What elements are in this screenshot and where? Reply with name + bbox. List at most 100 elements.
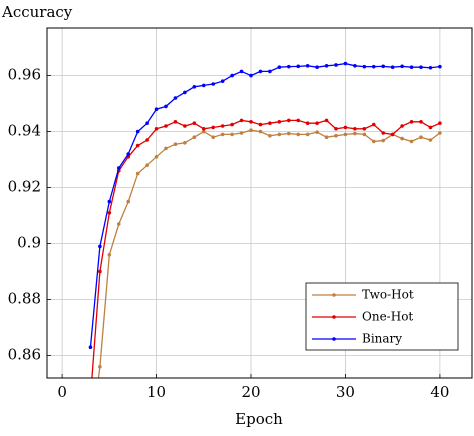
data-point [409, 65, 414, 69]
data-point [154, 107, 159, 111]
plot-frame [46, 27, 473, 379]
data-point [98, 269, 102, 274]
data-point [409, 139, 414, 144]
data-point [371, 139, 376, 144]
data-point [192, 135, 197, 139]
data-point [334, 134, 338, 138]
legend-label: Binary [362, 332, 402, 346]
x-tick-label: 10 [147, 383, 166, 401]
data-point [145, 138, 149, 142]
data-point [126, 152, 131, 156]
data-point [381, 131, 386, 135]
data-point [107, 253, 112, 257]
data-point [135, 143, 140, 148]
data-point [353, 127, 357, 131]
y-axis-label: Accuracy [1, 3, 73, 21]
legend-label: One-Hot [362, 310, 413, 324]
plot-area [88, 61, 442, 378]
data-point [230, 73, 234, 78]
data-point [305, 121, 310, 125]
data-point [183, 90, 187, 95]
data-point [230, 132, 234, 137]
data-point [192, 121, 197, 125]
data-point [192, 85, 197, 89]
data-point [249, 120, 253, 124]
data-point [249, 128, 253, 132]
y-tick-label: 0.94 [8, 122, 41, 140]
data-point [315, 130, 319, 134]
data-point [428, 125, 433, 130]
data-point [88, 345, 93, 350]
data-point [173, 142, 178, 146]
data-point [239, 69, 244, 74]
data-point [371, 122, 376, 127]
data-point [145, 163, 149, 167]
data-point [211, 82, 216, 86]
data-point [201, 127, 206, 131]
data-point [419, 65, 423, 69]
legend-marker [332, 337, 336, 341]
data-point [201, 83, 206, 88]
legend-label: Two-Hot [362, 288, 414, 302]
data-point [315, 65, 319, 69]
data-point [164, 124, 168, 128]
data-point [428, 65, 433, 70]
data-point [164, 146, 168, 151]
x-tick-label: 0 [57, 383, 67, 401]
y-tick-label: 0.92 [8, 178, 41, 196]
data-point [268, 121, 272, 125]
data-point [258, 69, 263, 74]
data-point [305, 64, 310, 68]
data-point [343, 132, 348, 137]
y-tick-label: 0.96 [8, 66, 41, 84]
data-point [400, 124, 404, 128]
data-point [419, 120, 423, 124]
data-point [230, 122, 234, 127]
data-point [135, 171, 140, 176]
data-point [305, 132, 310, 137]
data-point [249, 73, 253, 78]
data-point [343, 125, 348, 130]
data-point [296, 132, 301, 137]
data-point [268, 69, 272, 74]
data-point [268, 134, 272, 138]
data-point [173, 96, 178, 100]
data-point [211, 125, 216, 130]
data-point [371, 64, 376, 69]
data-point [353, 64, 357, 68]
data-point [286, 64, 291, 69]
data-point [362, 64, 367, 69]
data-point [381, 64, 386, 69]
x-tick-label: 40 [430, 383, 449, 401]
data-point [362, 132, 367, 137]
data-point [126, 199, 131, 204]
data-point [201, 129, 206, 134]
data-point [419, 135, 423, 139]
x-tick-label: 20 [241, 383, 260, 401]
data-point [154, 155, 159, 159]
x-axis-label: Epoch [235, 410, 283, 428]
data-point [324, 64, 329, 68]
data-point [400, 136, 404, 141]
data-point [438, 64, 442, 69]
data-point [324, 135, 329, 139]
data-point [277, 65, 282, 69]
data-point [438, 131, 442, 135]
data-point [239, 131, 244, 135]
data-point [98, 365, 102, 369]
data-point [334, 63, 338, 67]
data-point [258, 122, 263, 127]
legend-marker [332, 293, 336, 297]
data-point [258, 129, 263, 134]
data-point [390, 65, 395, 69]
data-point [277, 120, 282, 124]
data-point [220, 79, 225, 83]
data-point [315, 121, 319, 125]
data-point [286, 131, 291, 136]
data-point [220, 124, 225, 128]
y-tick-label: 0.9 [17, 234, 41, 252]
data-point [239, 118, 244, 123]
data-point [183, 124, 187, 128]
data-point [390, 132, 395, 137]
data-point [286, 118, 291, 123]
